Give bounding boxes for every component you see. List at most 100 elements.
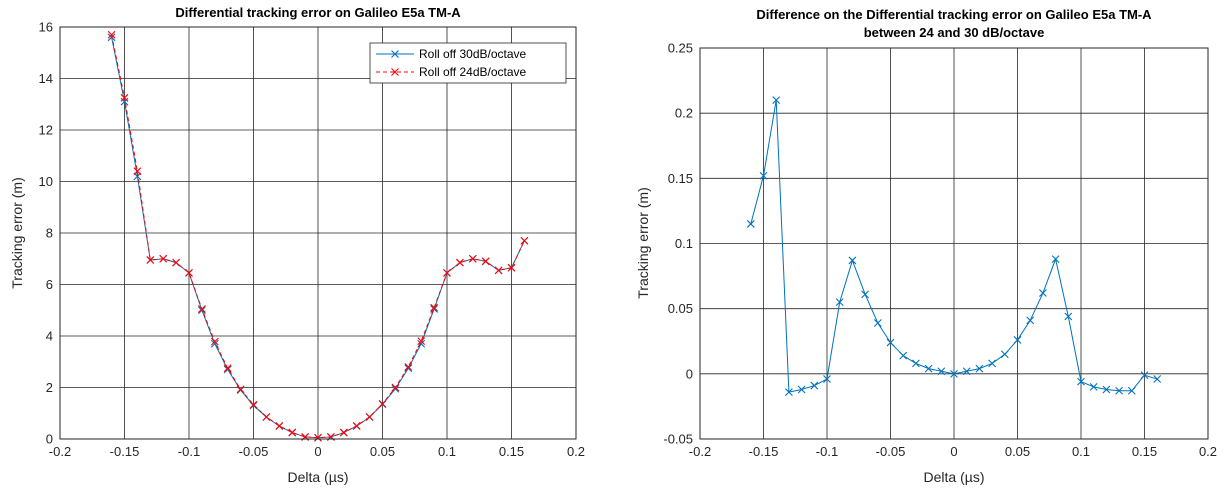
y-tick-label: 14 <box>39 71 53 86</box>
data-point-marker <box>1077 377 1085 386</box>
y-tick-label: -0.05 <box>663 432 693 447</box>
data-point-marker <box>912 359 920 368</box>
data-point-marker <box>468 254 477 263</box>
data-point-marker <box>494 266 503 275</box>
y-tick-label: 4 <box>46 329 53 344</box>
y-tick-label: 2 <box>46 380 53 395</box>
y-tick-label: 0.15 <box>668 171 693 186</box>
data-point-marker <box>1140 371 1149 380</box>
data-point-marker <box>1127 386 1136 395</box>
data-point-marker <box>430 303 438 312</box>
data-point-marker <box>339 428 348 437</box>
data-point-marker <box>391 383 400 392</box>
data-point-marker <box>924 364 933 373</box>
data-point-marker <box>120 93 129 102</box>
data-point-marker <box>950 369 958 378</box>
x-tick-label: 0.2 <box>1199 444 1217 459</box>
data-point-marker <box>391 384 400 393</box>
data-point-marker <box>797 385 806 394</box>
x-tick-label: -0.1 <box>816 444 838 459</box>
data-point-marker <box>1026 316 1035 325</box>
y-tick-label: 0.1 <box>675 236 693 251</box>
data-point-marker <box>107 30 116 39</box>
chart-left-legend: Roll off 30dB/octave Roll off 24dB/octav… <box>369 42 567 84</box>
y-tick-label: 0.2 <box>675 106 693 121</box>
y-tick-label: 0 <box>686 366 693 381</box>
data-point-marker <box>443 269 451 277</box>
x-tick-label: -0.1 <box>178 444 200 459</box>
y-tick-label: 0.25 <box>668 41 693 56</box>
chart-right: Difference on the Differential tracking … <box>635 7 1217 485</box>
data-point-marker <box>1089 382 1098 391</box>
chart-left-title: Differential tracking error on Galileo E… <box>175 5 461 20</box>
legend-label-24db: Roll off 24dB/octave <box>419 65 527 79</box>
x-tick-label: 0.15 <box>499 444 524 459</box>
data-point-marker <box>107 33 116 42</box>
data-point-marker <box>249 400 258 409</box>
data-point-marker <box>210 337 219 346</box>
data-point-marker <box>185 269 193 277</box>
data-point-marker <box>899 351 908 360</box>
y-tick-label: 0.05 <box>668 301 693 316</box>
chart-left: Differential tracking error on Galileo E… <box>9 5 585 485</box>
y-tick-label: 6 <box>46 277 53 292</box>
data-point-marker <box>314 433 322 442</box>
data-point-marker <box>988 359 996 368</box>
chart-left-axes-box <box>59 26 577 440</box>
x-tick-label: 0.2 <box>567 444 585 459</box>
legend-marker-24db <box>391 68 399 76</box>
data-point-marker <box>430 305 438 313</box>
data-point-marker <box>1064 312 1073 321</box>
y-tick-label: 16 <box>39 20 53 35</box>
data-point-marker <box>352 421 361 430</box>
x-tick-label: 0 <box>950 444 957 459</box>
data-point-marker <box>378 399 387 408</box>
chart-right-axes-box <box>699 47 1209 440</box>
data-point-marker <box>365 412 374 421</box>
legend-box <box>369 42 567 84</box>
data-point-marker <box>456 258 464 267</box>
x-tick-label: 0.15 <box>1132 444 1157 459</box>
data-point-marker <box>1039 289 1047 297</box>
data-point-marker <box>810 381 819 390</box>
data-point-marker <box>1000 350 1009 359</box>
x-tick-label: 0.1 <box>438 444 456 459</box>
x-tick-label: -0.15 <box>749 444 779 459</box>
x-tick-label: -0.15 <box>110 444 140 459</box>
data-point-marker <box>1013 336 1022 344</box>
data-point-marker <box>1051 255 1060 264</box>
data-point-marker <box>848 256 857 265</box>
data-point-marker <box>759 171 768 180</box>
data-point-marker <box>146 256 155 264</box>
data-point-marker <box>746 220 755 228</box>
data-point-marker <box>120 97 129 106</box>
y-tick-label: 10 <box>39 174 53 189</box>
data-point-marker <box>275 421 284 430</box>
data-point-marker <box>835 298 844 307</box>
data-point-marker <box>133 167 142 176</box>
x-tick-label: 0.05 <box>370 444 395 459</box>
chart-right-title: Difference on the Differential tracking … <box>756 7 1152 22</box>
data-point-marker <box>481 257 490 266</box>
chart-right-y-axis-label: Tracking error (m) <box>635 187 651 299</box>
data-point-marker <box>404 363 413 371</box>
data-point-marker <box>520 236 529 245</box>
legend-entry-24db: Roll off 24dB/octave <box>376 65 527 79</box>
y-tick-label: 12 <box>39 123 53 138</box>
x-tick-label: -0.2 <box>689 444 711 459</box>
data-point-marker <box>417 337 426 346</box>
x-tick-label: -0.2 <box>49 444 71 459</box>
x-tick-label: 0.1 <box>1072 444 1090 459</box>
legend-marker-30db <box>391 50 399 58</box>
x-tick-label: -0.05 <box>876 444 906 459</box>
chart-right-subtitle: between 24 and 30 dB/octave <box>864 25 1045 40</box>
data-point-marker <box>223 364 232 373</box>
data-point-marker <box>159 254 168 263</box>
data-point-marker <box>823 375 831 383</box>
x-tick-label: -0.05 <box>239 444 269 459</box>
data-point-marker <box>975 364 984 373</box>
x-tick-label: 0.05 <box>1005 444 1030 459</box>
legend-label-30db: Roll off 30dB/octave <box>419 47 527 61</box>
chart-left-x-axis-label: Delta (µs) <box>288 469 349 485</box>
